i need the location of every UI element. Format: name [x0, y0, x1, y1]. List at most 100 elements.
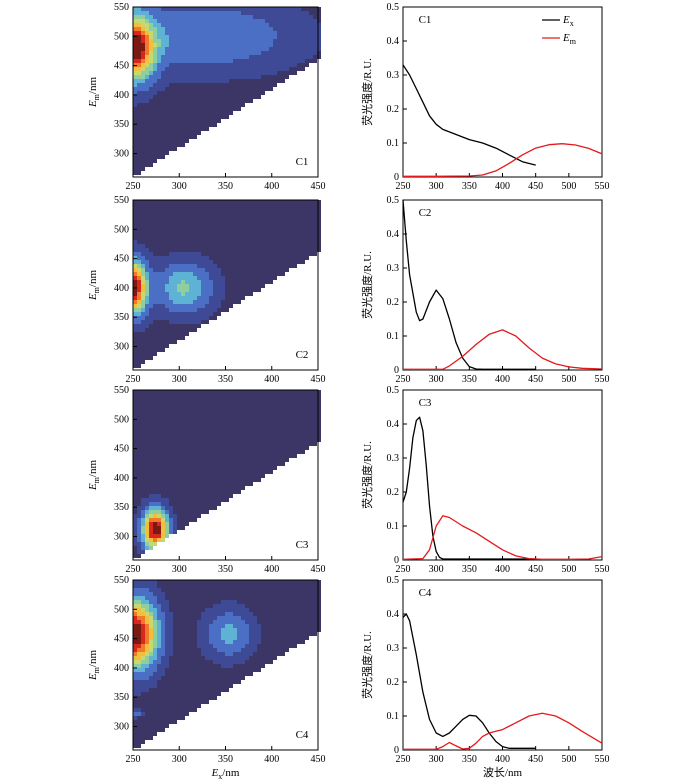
- contour-cell: [313, 236, 317, 240]
- contour-cell: [221, 171, 225, 175]
- contour-cell: [217, 340, 221, 344]
- contour-cell: [193, 272, 197, 276]
- contour-cell: [165, 75, 169, 79]
- contour-cell: [249, 216, 253, 220]
- contour-cell: [145, 450, 149, 454]
- contour-cell: [177, 59, 181, 63]
- contour-cell: [149, 458, 153, 462]
- contour-cell: [145, 31, 149, 35]
- contour-cell: [205, 280, 209, 284]
- contour-cell: [293, 316, 297, 320]
- contour-cell: [177, 7, 181, 11]
- contour-cell: [277, 23, 281, 27]
- contour-cell: [181, 103, 185, 107]
- contour-cell: [309, 123, 313, 127]
- contour-cell: [133, 67, 137, 71]
- contour-cell: [285, 200, 289, 204]
- contour-cell: [221, 27, 225, 31]
- contour-cell: [193, 554, 197, 558]
- contour-cell: [261, 348, 265, 352]
- contour-cell: [257, 67, 261, 71]
- contour-cell: [285, 300, 289, 304]
- contour-cell: [229, 292, 233, 296]
- contour-cell: [245, 308, 249, 312]
- contour-cell: [229, 220, 233, 224]
- contour-cell: [273, 95, 277, 99]
- contour-cell: [177, 31, 181, 35]
- contour-cell: [161, 454, 165, 458]
- contour-cell: [165, 446, 169, 450]
- contour-cell: [217, 19, 221, 23]
- contour-cell: [225, 27, 229, 31]
- contour-cell: [261, 292, 265, 296]
- contour-cell: [293, 292, 297, 296]
- contour-cell: [157, 438, 161, 442]
- contour-cell: [297, 67, 301, 71]
- contour-cell: [165, 426, 169, 430]
- contour-cell: [229, 212, 233, 216]
- contour-cell: [269, 67, 273, 71]
- contour-cell: [145, 200, 149, 204]
- contour-cell: [205, 470, 209, 474]
- contour-cell: [165, 514, 169, 518]
- contour-cell: [149, 139, 153, 143]
- contour-cell: [201, 272, 205, 276]
- contour-cell: [145, 276, 149, 280]
- contour-cell: [277, 167, 281, 171]
- contour-cell: [221, 79, 225, 83]
- contour-cell: [161, 23, 165, 27]
- contour-cell: [153, 115, 157, 119]
- contour-cell: [141, 240, 145, 244]
- contour-cell: [273, 47, 277, 51]
- contour-cell: [229, 360, 233, 364]
- contour-cell: [185, 410, 189, 414]
- contour-cell: [301, 35, 305, 39]
- contour-cell: [137, 103, 141, 107]
- contour-cell: [213, 296, 217, 300]
- contour-cell: [233, 216, 237, 220]
- contour-cell: [149, 418, 153, 422]
- contour-cell: [301, 147, 305, 151]
- contour-cell: [305, 115, 309, 119]
- contour-cell: [173, 139, 177, 143]
- contour-cell: [193, 304, 197, 308]
- contour-cell: [289, 240, 293, 244]
- contour-cell: [245, 316, 249, 320]
- contour-cell: [165, 434, 169, 438]
- contour-cell: [257, 83, 261, 87]
- contour-cell: [249, 99, 253, 103]
- contour-cell: [177, 394, 181, 398]
- contour-cell: [209, 406, 213, 410]
- contour-cell: [281, 280, 285, 284]
- contour-cell: [133, 51, 137, 55]
- contour-cell: [293, 15, 297, 19]
- contour-cell: [185, 332, 189, 336]
- contour-cell: [265, 316, 269, 320]
- contour-cell: [189, 418, 193, 422]
- contour-cell: [301, 344, 305, 348]
- contour-cell: [197, 244, 201, 248]
- contour-cell: [201, 434, 205, 438]
- contour-cell: [205, 418, 209, 422]
- contour-cell: [253, 67, 257, 71]
- contour-cell: [197, 438, 201, 442]
- contour-cell: [173, 430, 177, 434]
- contour-cell: [285, 147, 289, 151]
- contour-cell: [261, 99, 265, 103]
- contour-cell: [257, 147, 261, 151]
- contour-cell: [185, 91, 189, 95]
- contour-cell: [149, 356, 153, 360]
- contour-cell: [261, 75, 265, 79]
- contour-cell: [269, 224, 273, 228]
- contour-cell: [137, 450, 141, 454]
- contour-cell: [261, 316, 265, 320]
- contour-cell: [141, 348, 145, 352]
- contour-cell: [137, 514, 141, 518]
- contour-cell: [265, 332, 269, 336]
- contour-cell: [249, 103, 253, 107]
- contour-cell: [157, 478, 161, 482]
- contour-cell: [273, 87, 277, 91]
- contour-cell: [229, 167, 233, 171]
- contour-cell: [293, 352, 297, 356]
